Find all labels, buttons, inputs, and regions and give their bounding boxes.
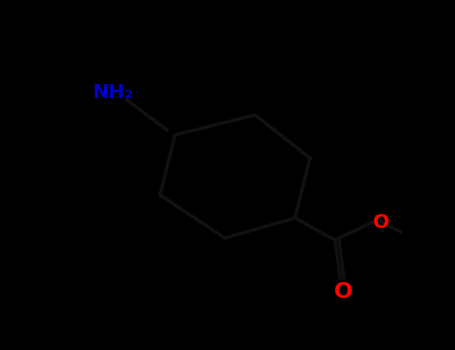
Text: O: O — [373, 212, 389, 231]
Text: NH₂: NH₂ — [92, 84, 133, 103]
Text: O: O — [334, 282, 353, 302]
